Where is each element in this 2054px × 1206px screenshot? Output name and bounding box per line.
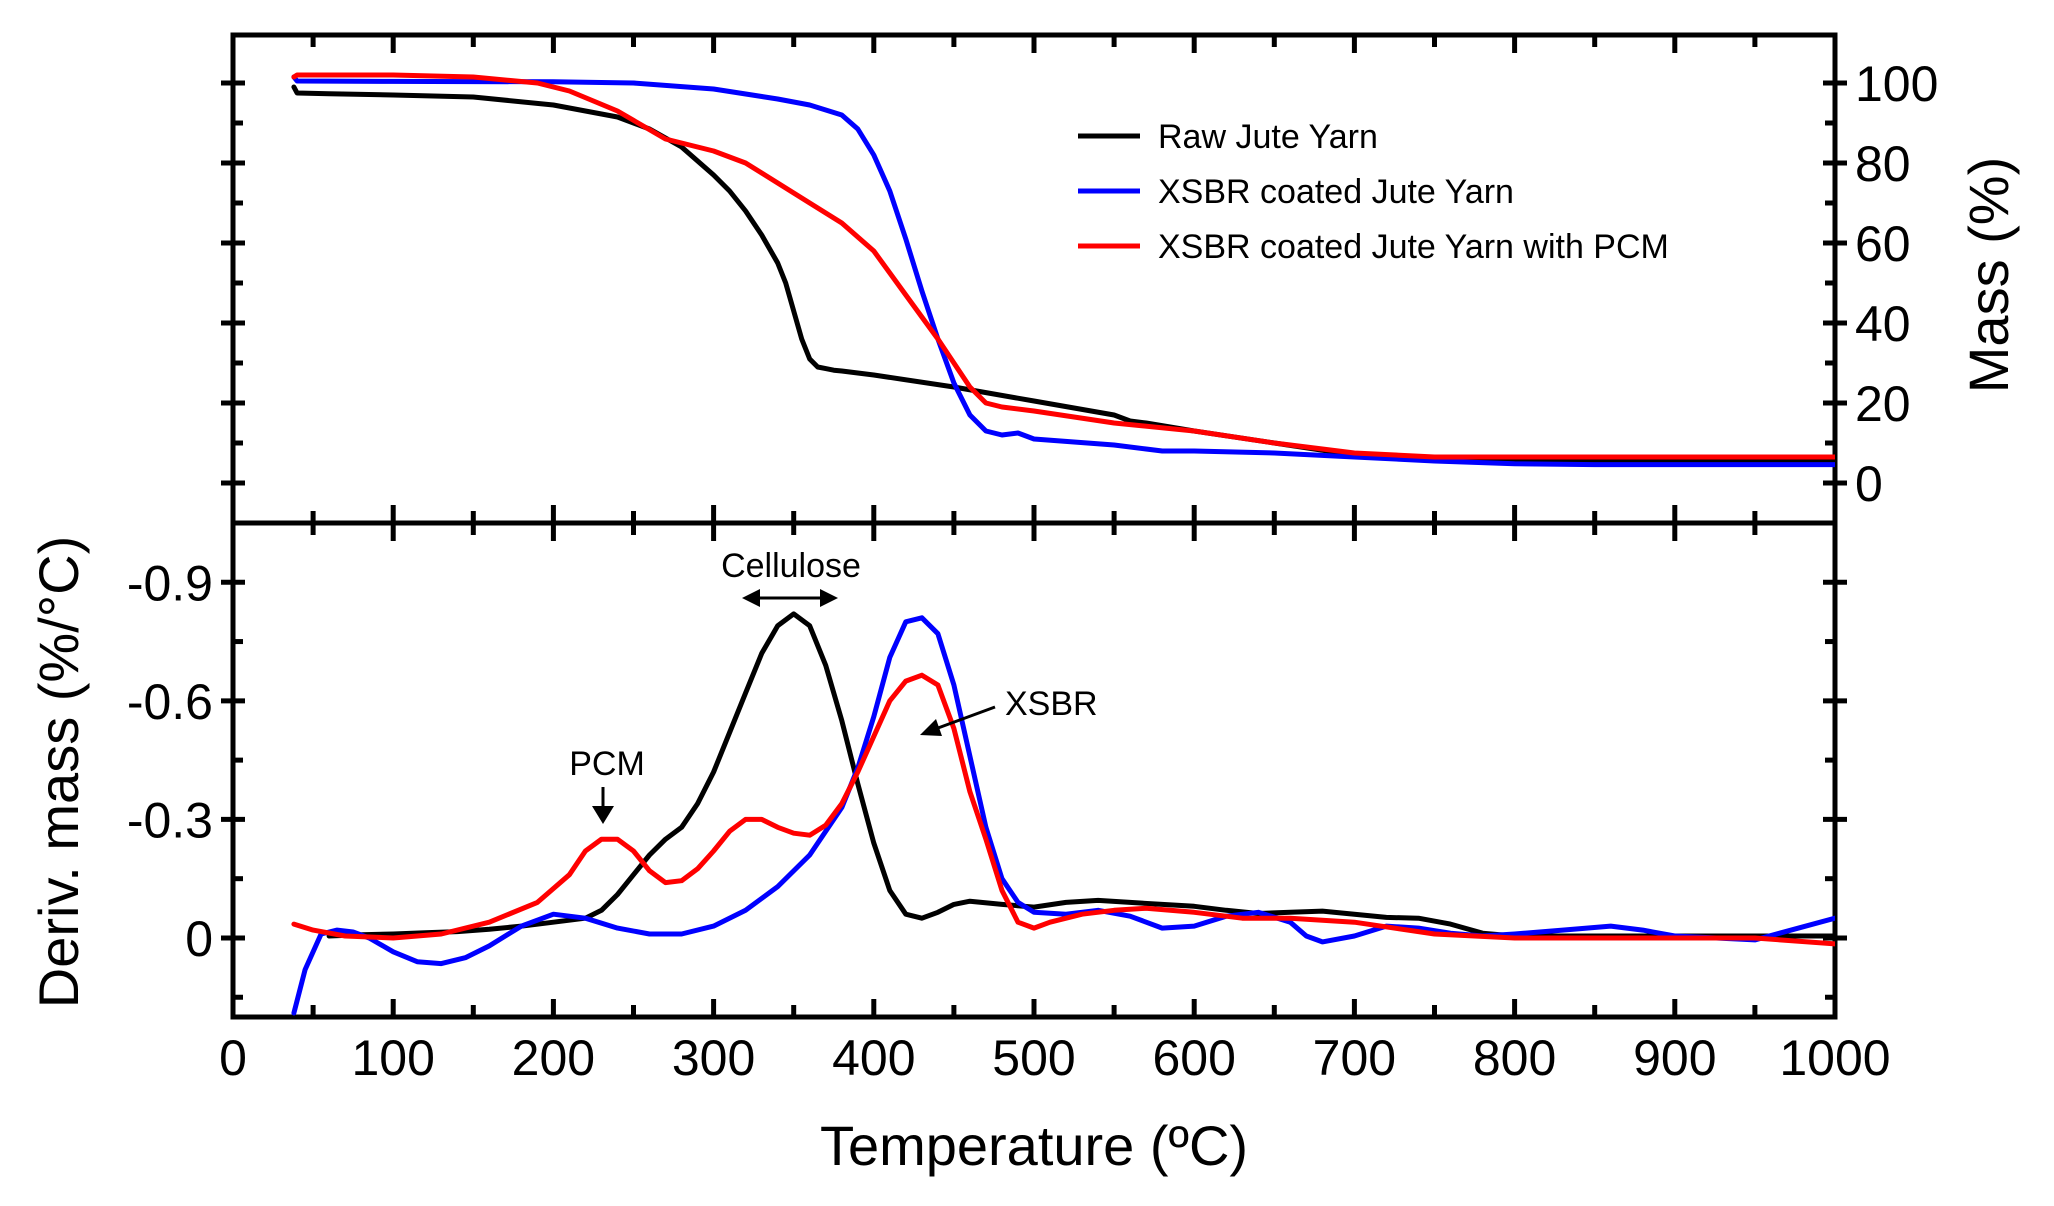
legend-label-xsbr: XSBR coated Jute Yarn — [1158, 173, 1514, 211]
annotation-pcm: PCM — [569, 745, 645, 824]
bottom-plot-frame — [230, 520, 1838, 1020]
x-tick-label: 0 — [219, 1030, 247, 1086]
annotation-xsbr: XSBR — [920, 685, 1098, 736]
annotation-xsbr-arrow-head — [920, 719, 942, 736]
top-series-group — [291, 72, 1835, 468]
x-axis-title: Temperature (ºC) — [820, 1114, 1248, 1177]
annotation-xsbr-arrow-shaft — [937, 705, 996, 730]
annotation-pcm-arrow-head — [592, 806, 614, 824]
top-plot-frame — [230, 32, 1838, 526]
legend-label-xsbr-pcm: XSBR coated Jute Yarn with PCM — [1158, 228, 1669, 266]
x-tick-label: 300 — [672, 1030, 755, 1086]
bot-series-raw-jute-yarn — [326, 611, 1835, 939]
top-series-xsbr-coated-jute-yarn-with-pcm — [291, 72, 1835, 460]
x-tick-label: 600 — [1152, 1030, 1235, 1086]
x-tick-label: 500 — [992, 1030, 1075, 1086]
y-tick-label: 40 — [1855, 296, 1911, 352]
bot-series-xsbr-coated-jute-yarn — [291, 615, 1835, 1016]
x-tick-label: 200 — [512, 1030, 595, 1086]
bottom-y-tick-labels: 0 -0.3 -0.6 -0.9 — [127, 555, 213, 967]
annotation-cellulose-label: Cellulose — [721, 547, 861, 585]
bottom-y-axis-title: Deriv. mass (%/°C) — [27, 536, 90, 1008]
annotation-pcm-label: PCM — [569, 745, 645, 783]
x-tick-label: 900 — [1633, 1030, 1716, 1086]
top-y-ticks — [221, 80, 1847, 486]
bottom-panel: 0 100 200 300 400 500 600 700 800 900 1000 0 -0.3 -0… — [27, 520, 1891, 1177]
x-tick-label: 700 — [1313, 1030, 1396, 1086]
y-tick-label: -0.3 — [127, 792, 213, 848]
annotation-cellulose-arrow-right — [820, 589, 838, 607]
y-tick-label: -0.6 — [127, 674, 213, 730]
top-x-ticks — [310, 35, 1758, 523]
y-tick-label: 0 — [185, 911, 213, 967]
y-tick-label: 20 — [1855, 376, 1911, 432]
top-y-tick-labels: 0 20 40 60 80 100 — [1855, 56, 1938, 512]
top-y-axis-title: Mass (%) — [1957, 157, 2020, 393]
y-tick-label: 60 — [1855, 216, 1911, 272]
x-tick-labels: 0 100 200 300 400 500 600 700 800 900 1000 — [219, 1030, 1891, 1086]
top-panel: 0 20 40 60 80 100 Mass (%) Raw Jute Yarn XSBR… — [221, 32, 2020, 526]
bottom-x-ticks — [310, 523, 1758, 1017]
annotation-cellulose-arrow-left — [742, 589, 760, 607]
x-tick-label: 100 — [351, 1030, 434, 1086]
y-tick-label: 0 — [1855, 456, 1883, 512]
y-tick-label: -0.9 — [127, 555, 213, 611]
x-tick-label: 1000 — [1779, 1030, 1890, 1086]
legend-label-raw-jute: Raw Jute Yarn — [1158, 118, 1378, 156]
top-series-xsbr-coated-jute-yarn — [291, 74, 1835, 468]
y-tick-label: 100 — [1855, 56, 1938, 112]
y-tick-label: 80 — [1855, 136, 1911, 192]
bottom-series-group — [291, 611, 1835, 1016]
annotation-xsbr-label: XSBR — [1005, 685, 1098, 723]
legend: Raw Jute Yarn XSBR coated Jute Yarn XSBR… — [1078, 118, 1669, 266]
annotation-cellulose: Cellulose — [721, 547, 861, 607]
bot-series-xsbr-coated-jute-yarn-with-pcm — [291, 672, 1835, 947]
top-series-raw-jute-yarn — [291, 84, 1835, 464]
x-tick-label: 800 — [1473, 1030, 1556, 1086]
x-tick-label: 400 — [832, 1030, 915, 1086]
